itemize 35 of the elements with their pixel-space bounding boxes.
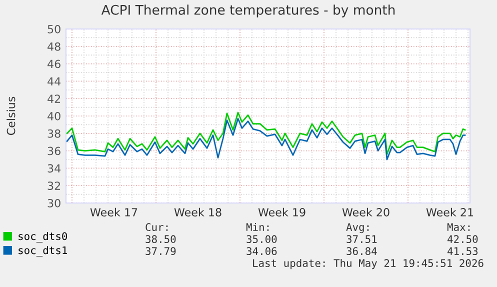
x-tick-label: Week 21 [426, 208, 474, 216]
y-tick-label: 32 [48, 182, 60, 190]
y-axis-title: Celsius [6, 96, 16, 136]
text: 38.50 [146, 235, 176, 244]
x-tick-label: Week 19 [258, 208, 306, 216]
text: 35.00 [246, 235, 277, 244]
chart-title: ACPI Thermal zone temperatures - by month [101, 4, 395, 18]
line-series [66, 118, 466, 160]
text: Max: [447, 223, 470, 232]
y-tick-label: 46 [48, 60, 60, 68]
x-tick-label: Week 18 [174, 208, 222, 216]
text: Cur: [146, 223, 168, 232]
text: 34.06 [246, 247, 277, 256]
line-series [66, 112, 466, 155]
legend-label: soc_dts0 [18, 232, 68, 242]
text: 42.50 [448, 235, 478, 244]
text: Avg: [346, 223, 369, 234]
legend-label: soc_dts1 [18, 246, 68, 256]
text: 36.84 [346, 247, 377, 256]
y-tick-label: 42 [48, 94, 60, 103]
y-tick-label: 34 [48, 164, 61, 173]
text: 41.53 [448, 247, 478, 256]
y-tick-label: 30 [48, 198, 60, 208]
y-tick-label: 44 [48, 77, 61, 86]
y-tick-label: 36 [48, 146, 60, 156]
text: Min: [246, 222, 269, 231]
y-tick-label: 38 [48, 129, 60, 138]
text: 37.51 [346, 235, 377, 244]
y-tick-label: 40 [48, 112, 60, 120]
y-tick-label: 48 [48, 42, 60, 51]
text: 37.79 [146, 247, 176, 256]
x-tick-label: Week 17 [90, 208, 138, 216]
x-tick-label: Week 20 [342, 208, 390, 216]
y-tick-label: 50 [48, 24, 60, 34]
text: Last update: Thu May 21 19:45:51 2026 [253, 258, 484, 270]
